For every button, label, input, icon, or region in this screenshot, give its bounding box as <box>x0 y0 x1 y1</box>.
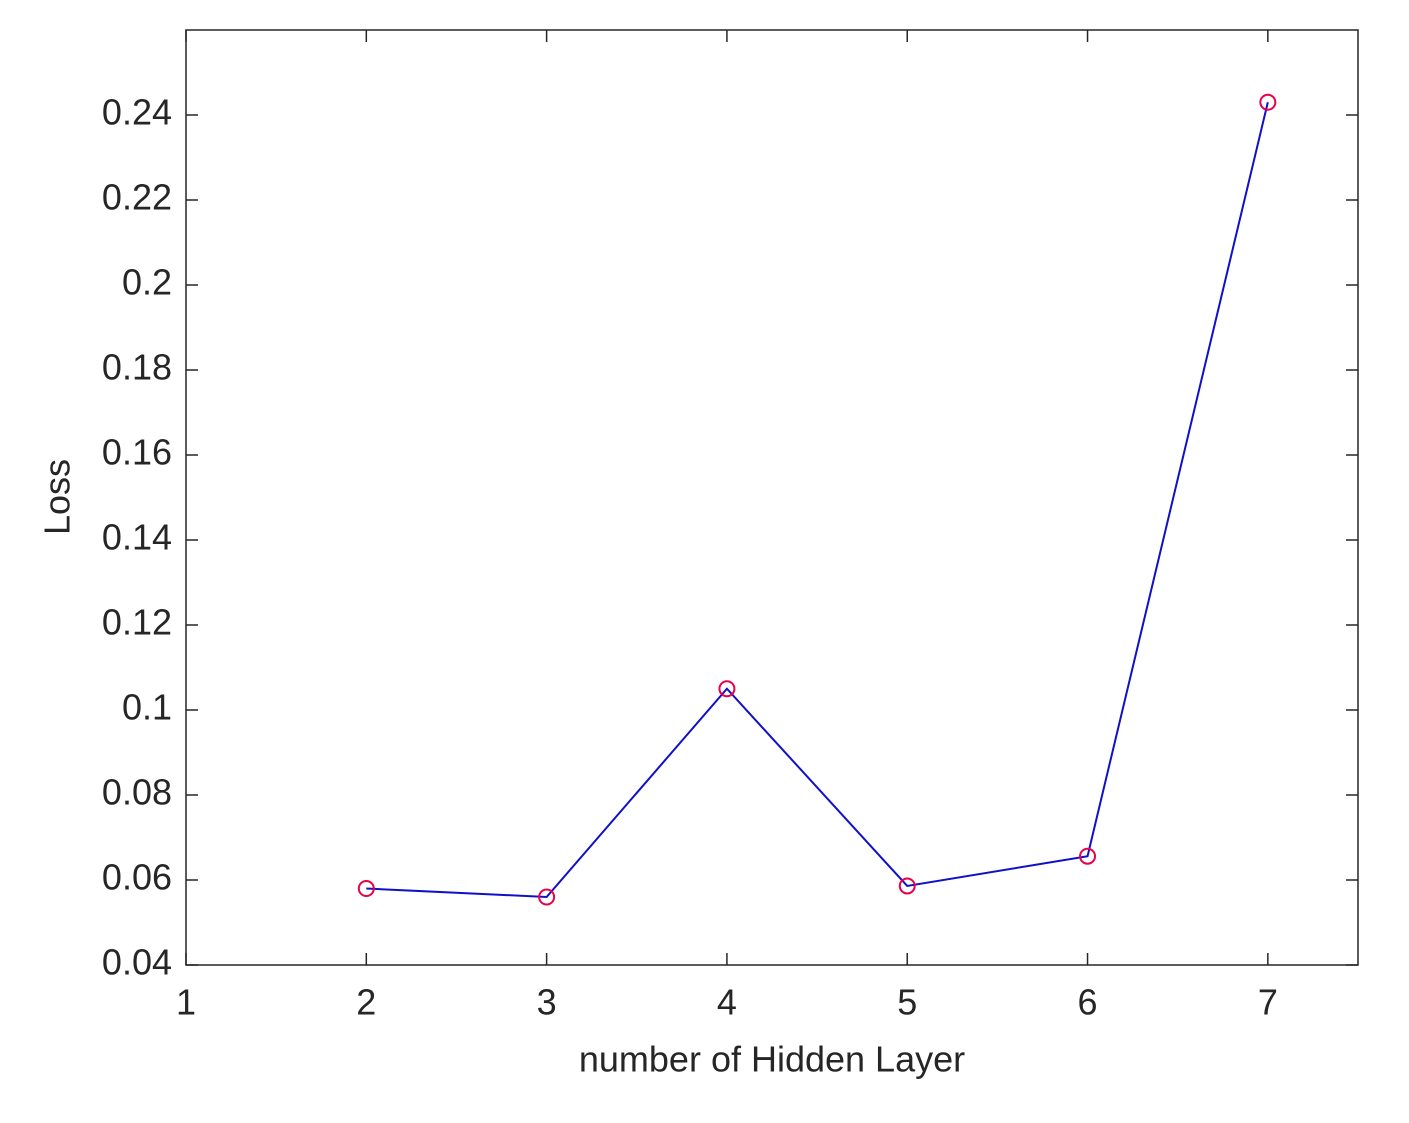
marker <box>1079 847 1097 865</box>
y-tick-label: 0.22 <box>102 177 172 218</box>
plot-area <box>185 29 1359 966</box>
x-tick-label: 5 <box>897 982 917 1023</box>
y-tick-label: 0.1 <box>122 687 172 728</box>
marker <box>1259 93 1277 111</box>
x-axis-label: number of Hidden Layer <box>579 1039 965 1080</box>
y-tick-label: 0.24 <box>102 92 172 133</box>
marker <box>538 888 556 906</box>
y-tick-label: 0.04 <box>102 942 172 983</box>
x-tick-label: 6 <box>1078 982 1098 1023</box>
y-axis-label: Loss <box>37 459 78 535</box>
x-tick-label: 7 <box>1258 982 1278 1023</box>
y-tick-label: 0.08 <box>102 772 172 813</box>
line <box>366 102 1269 899</box>
x-tick-label: 2 <box>356 982 376 1023</box>
y-tick-label: 0.14 <box>102 517 172 558</box>
y-tick-label: 0.06 <box>102 857 172 898</box>
y-tick-label: 0.2 <box>122 262 172 303</box>
x-tick-label: 4 <box>717 982 737 1023</box>
marker <box>718 680 736 698</box>
x-tick-label: 3 <box>537 982 557 1023</box>
marker <box>357 880 375 897</box>
y-tick-label: 0.16 <box>102 432 172 473</box>
y-tick-label: 0.18 <box>102 347 172 388</box>
y-tick-label: 0.12 <box>102 602 172 643</box>
marker <box>898 877 916 895</box>
x-tick-label: 1 <box>176 982 196 1023</box>
